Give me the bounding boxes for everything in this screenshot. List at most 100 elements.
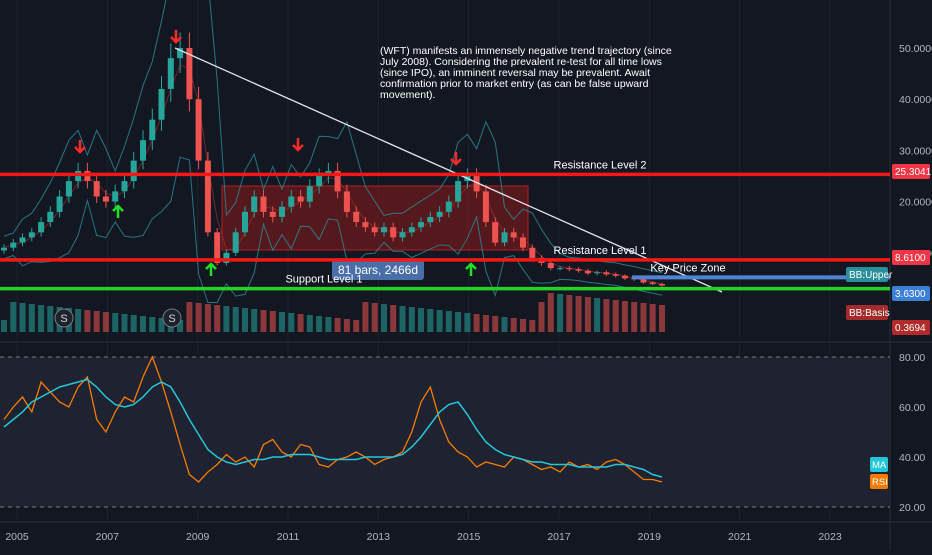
red-down-arrow: [450, 152, 462, 166]
candles-layer: [1, 32, 723, 293]
level-label: Resistance Level 2: [554, 159, 647, 171]
volume-bar: [47, 306, 54, 332]
axis-layer: 50.000040.000030.000020.000010.000080.00…: [5, 43, 932, 543]
candle-body: [112, 191, 119, 202]
price-tag-text: 3.6300: [895, 289, 926, 300]
candle-body: [473, 176, 480, 192]
rsi-tick-label: 80.00: [899, 352, 925, 364]
arrow-head: [465, 262, 477, 270]
volume-bar: [445, 311, 452, 332]
bb-upper-line: [3, 0, 663, 274]
volume-bar: [418, 308, 424, 332]
candle-body: [575, 269, 582, 271]
volume-bar: [19, 303, 26, 332]
candle-body: [621, 275, 628, 279]
volume-bar: [214, 305, 221, 332]
candle-body: [566, 268, 573, 270]
volume-bar: [38, 305, 45, 332]
volume-bar: [501, 317, 508, 332]
candle-body: [649, 282, 656, 284]
volume-bar: [399, 306, 406, 332]
volume-bar: [316, 316, 323, 332]
volume-bar: [436, 310, 443, 332]
level-label: Resistance Level 1: [554, 245, 647, 257]
volume-bar: [186, 302, 193, 332]
candle-body: [353, 211, 360, 222]
volume-bar: [140, 316, 146, 332]
time-tick-label: 2017: [547, 531, 571, 543]
price-tick-label: 20.0000: [899, 197, 932, 209]
rsi-line: [3, 355, 663, 483]
time-tick-label: 2005: [5, 531, 29, 543]
measure-label: 81 bars, 2466d: [338, 263, 418, 277]
price-tick-label: 30.0000: [899, 145, 932, 157]
green-up-arrow: [112, 204, 124, 218]
volume-bar: [10, 302, 17, 332]
candle-body: [640, 279, 647, 283]
candle-body: [603, 272, 610, 275]
candle-body: [547, 263, 554, 269]
volume-bar: [28, 304, 35, 332]
bb-lower-line: [3, 156, 663, 303]
time-tick-label: 2011: [277, 531, 300, 543]
arrow-head: [170, 36, 182, 44]
volume-bar: [427, 309, 434, 332]
volume-bar: [288, 313, 295, 332]
volume-bar: [510, 318, 517, 332]
candle-body: [371, 227, 378, 233]
candle-body: [306, 186, 313, 202]
candle-body: [659, 284, 665, 286]
volume-bar: [177, 320, 184, 332]
volume-bar: [242, 308, 248, 332]
volume-bar: [269, 311, 276, 332]
volume-bar: [84, 310, 91, 332]
split-badge-letter: S: [60, 313, 67, 325]
rsi-ma-line: [3, 378, 663, 478]
volume-bar: [557, 294, 564, 332]
volume-bar: [251, 309, 258, 332]
resistance-zone-box: [221, 185, 529, 251]
candle-body: [102, 196, 109, 202]
candle-body: [1, 247, 7, 251]
measure-label-group: 81 bars, 2466d: [332, 260, 424, 280]
candle-body: [47, 211, 54, 222]
candle-body: [242, 211, 248, 233]
volume-bar: [547, 293, 554, 332]
time-tick-label: 2023: [818, 531, 842, 543]
candle-body: [334, 170, 341, 192]
volume-bar: [306, 315, 313, 332]
split-badge-letter: S: [168, 313, 175, 325]
volume-bar: [158, 318, 165, 332]
volume-bar: [473, 314, 480, 332]
candle-body: [297, 196, 304, 202]
volume-bar: [334, 318, 341, 332]
candle-body: [167, 58, 174, 89]
volume-bar: [279, 312, 285, 332]
candle-body: [445, 201, 452, 212]
candle-body: [529, 247, 536, 258]
time-tick-label: 2021: [728, 531, 752, 543]
price-tag-text: 25.3041: [895, 167, 932, 178]
volume-bar: [640, 303, 647, 332]
candle-body: [56, 196, 63, 212]
levels-layer: Resistance Level 2 Resistance Level 1Key …: [0, 159, 890, 291]
price-tag-bg: [892, 250, 930, 265]
volume-layer: [1, 293, 665, 332]
candle-body: [594, 272, 601, 274]
candle-body: [186, 48, 193, 100]
candle-body: [399, 232, 406, 238]
time-tick-label: 2009: [186, 531, 210, 543]
volume-bar: [130, 315, 137, 332]
price-tag-bg: [892, 286, 930, 301]
candle-body: [492, 222, 499, 243]
candle-body: [584, 270, 591, 274]
volume-bar: [455, 312, 462, 332]
indicator-tag-text: RSI: [872, 477, 888, 488]
candle-body: [19, 237, 26, 243]
volume-bar: [353, 320, 360, 332]
candle-body: [269, 211, 276, 217]
candle-body: [10, 242, 17, 248]
candle-body: [195, 99, 202, 161]
